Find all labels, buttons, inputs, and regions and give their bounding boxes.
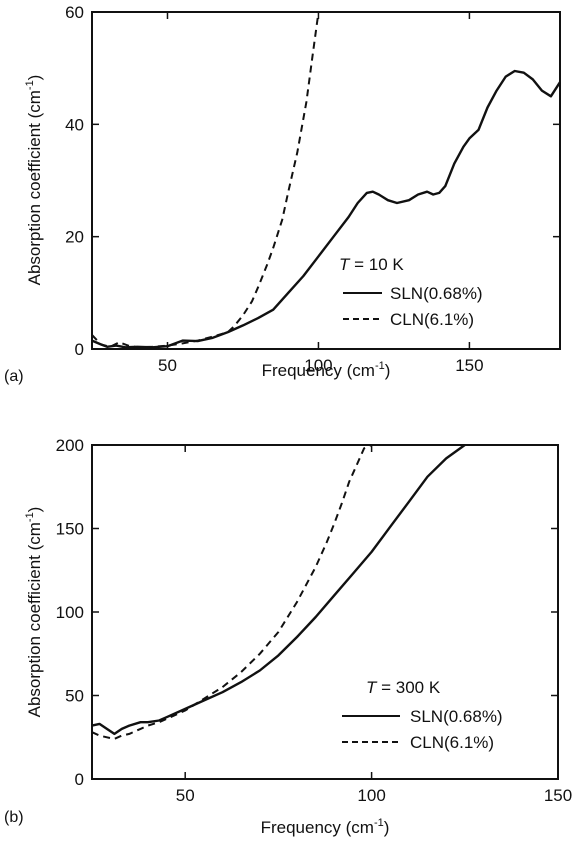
x-ticks-b: 50 100 150 <box>176 445 572 805</box>
y-tick-label: 50 <box>65 687 84 706</box>
series-line-cln <box>91 444 373 740</box>
x-tick-label: 150 <box>455 356 483 375</box>
y-axis-label-a: Absorption coefficient (cm-1) <box>24 75 44 286</box>
panel-a: 50 100 150 0 20 40 60 Frequency (cm-1) Absorp… <box>4 3 562 385</box>
series-line-sln <box>91 444 466 736</box>
y-ticks-b: 0 50 100 150 200 <box>56 436 558 789</box>
x-ticks-a: 50 100 150 <box>158 12 484 375</box>
legend-b: T = 300 K SLN(0.68%) CLN(6.1%) <box>342 678 503 752</box>
plot-frame-b <box>91 444 559 780</box>
panel-label-a: (a) <box>4 368 24 385</box>
series-lines-b <box>91 444 466 740</box>
series-lines-a <box>91 11 562 349</box>
y-tick-label: 40 <box>65 115 84 134</box>
legend-title-b: T = 300 K <box>366 678 441 697</box>
y-tick-label: 200 <box>56 436 84 455</box>
legend-label-cln-a: CLN(6.1%) <box>390 310 474 329</box>
x-tick-label: 50 <box>176 786 195 805</box>
legend-label-sln-a: SLN(0.68%) <box>390 284 483 303</box>
y-tick-label: 60 <box>65 3 84 22</box>
legend-a: T = 10 K SLN(0.68%) CLN(6.1%) <box>339 255 483 329</box>
series-line-cln <box>91 11 320 349</box>
x-tick-label: 50 <box>158 356 177 375</box>
x-tick-label: 100 <box>304 356 332 375</box>
y-tick-label: 20 <box>65 228 84 247</box>
panel-b: 50 100 150 0 50 100 150 200 Frequency (cm-1) A… <box>4 436 572 837</box>
x-tick-label: 150 <box>544 786 572 805</box>
y-tick-label: 150 <box>56 520 84 539</box>
y-tick-label: 0 <box>75 770 84 789</box>
y-tick-label: 0 <box>75 340 84 359</box>
y-ticks-a: 0 20 40 60 <box>65 3 560 359</box>
x-axis-label-b: Frequency (cm-1) <box>261 817 390 837</box>
legend-label-sln-b: SLN(0.68%) <box>410 707 503 726</box>
y-tick-label: 100 <box>56 603 84 622</box>
plot-frame-a <box>91 11 561 350</box>
legend-title-a: T = 10 K <box>339 255 404 274</box>
y-axis-label-b: Absorption coefficient (cm-1) <box>24 507 44 718</box>
panel-label-b: (b) <box>4 809 24 826</box>
x-tick-label: 100 <box>357 786 385 805</box>
x-axis-label-a: Frequency (cm-1) <box>262 360 391 380</box>
legend-label-cln-b: CLN(6.1%) <box>410 733 494 752</box>
series-line-sln <box>91 69 562 349</box>
